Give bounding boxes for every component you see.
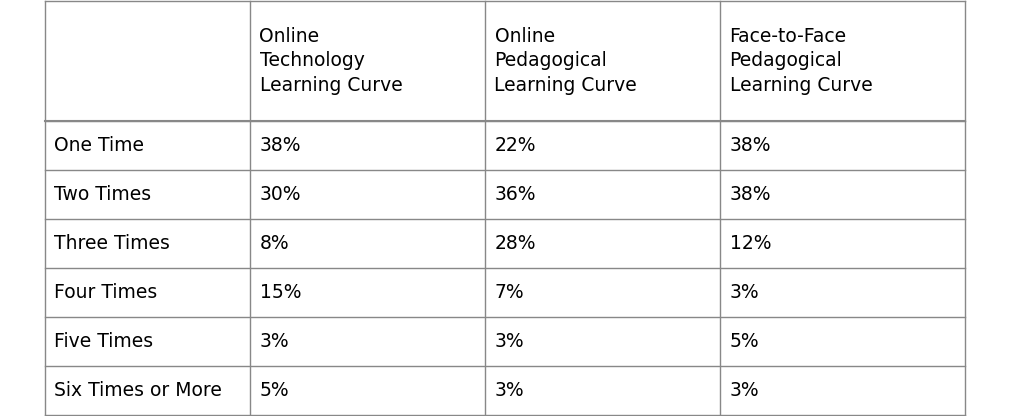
Text: 15%: 15% (259, 283, 301, 302)
Text: 3%: 3% (259, 332, 290, 351)
Text: 5%: 5% (730, 332, 759, 351)
Text: 12%: 12% (730, 234, 771, 253)
Text: 7%: 7% (494, 283, 524, 302)
Text: Four Times: Four Times (54, 283, 157, 302)
Text: 36%: 36% (494, 185, 536, 204)
Text: 38%: 38% (730, 136, 771, 155)
Text: 38%: 38% (730, 185, 771, 204)
Text: Five Times: Five Times (54, 332, 153, 351)
Text: 3%: 3% (730, 381, 759, 400)
Text: Three Times: Three Times (54, 234, 171, 253)
Text: One Time: One Time (54, 136, 144, 155)
Text: Online
Technology
Learning Curve: Online Technology Learning Curve (259, 27, 403, 95)
Text: 28%: 28% (494, 234, 536, 253)
Text: Face-to-Face
Pedagogical
Learning Curve: Face-to-Face Pedagogical Learning Curve (730, 27, 872, 95)
Text: 38%: 38% (259, 136, 301, 155)
Text: Online
Pedagogical
Learning Curve: Online Pedagogical Learning Curve (494, 27, 638, 95)
Text: 30%: 30% (259, 185, 301, 204)
Text: 3%: 3% (494, 381, 524, 400)
Text: 3%: 3% (730, 283, 759, 302)
Text: 5%: 5% (259, 381, 290, 400)
Text: Two Times: Two Times (54, 185, 151, 204)
Text: 22%: 22% (494, 136, 536, 155)
Text: 8%: 8% (259, 234, 290, 253)
Text: Six Times or More: Six Times or More (54, 381, 222, 400)
Text: 3%: 3% (494, 332, 524, 351)
